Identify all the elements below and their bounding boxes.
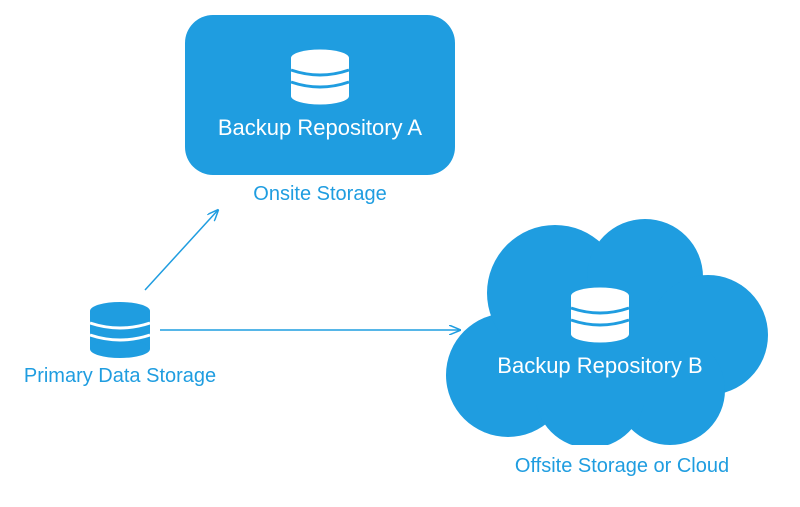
- repo-b-label: Backup Repository B: [497, 353, 702, 379]
- edge-primary-to-repo-a: [145, 210, 218, 290]
- repo-a-label: Backup Repository A: [218, 115, 422, 141]
- repo-a-caption: Onsite Storage: [253, 183, 386, 206]
- diagram-canvas: Primary Data Storage Backup Repository A…: [0, 0, 800, 507]
- repo-b-cloud: Backup Repository B: [430, 215, 770, 445]
- primary-storage-label: Primary Data Storage: [24, 365, 216, 388]
- primary-storage-node: [89, 301, 151, 359]
- database-icon: [570, 287, 630, 343]
- repo-a-box: Backup Repository A: [185, 15, 455, 175]
- database-icon: [89, 301, 151, 359]
- database-icon: [290, 49, 350, 105]
- repo-b-caption: Offsite Storage or Cloud: [515, 455, 729, 478]
